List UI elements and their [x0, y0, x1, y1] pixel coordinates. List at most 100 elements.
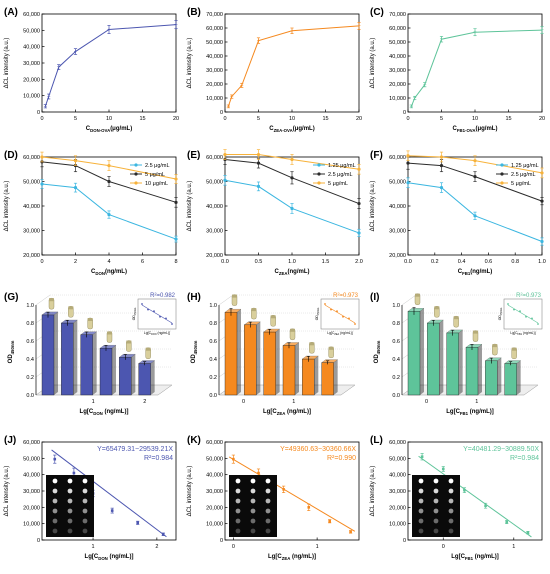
y-tick-label: 60,000 — [206, 26, 223, 32]
panel-I: (I)0.00.20.40.60.81.00 1Lg[CFB1 (ng/mL)]O… — [370, 292, 543, 416]
y-tick-label: 30,000 — [389, 229, 406, 235]
cl-spot — [67, 488, 73, 494]
cl-image — [46, 475, 94, 537]
y-tick-label: 50,000 — [206, 456, 223, 462]
x-axis-label-main: Lg[C — [268, 554, 282, 560]
cl-spot — [67, 498, 73, 504]
y-tick-label: 20,000 — [389, 82, 406, 88]
y-tick-label: 40,000 — [23, 204, 40, 210]
bar — [282, 345, 296, 396]
grid-line — [35, 294, 51, 306]
data-point — [441, 467, 445, 471]
y-tick-label: 0.0 — [392, 393, 400, 399]
fit-equation: Y=40481.29−30889.50X — [463, 446, 539, 453]
data-point: + — [74, 50, 78, 56]
x-axis-label-main: C — [275, 269, 280, 275]
bar-top — [426, 319, 444, 324]
data-point — [357, 231, 361, 235]
x-axis-label-main: Lg[C — [451, 554, 465, 560]
panel-F: (F) 20,000 30,000 40,000 50,000 60,000 0.0 0.2 0… — [370, 150, 546, 276]
r2-label: R²=0.990 — [327, 455, 356, 462]
cl-spot — [448, 508, 454, 514]
x-axis-label-sub: DON-OVA — [90, 128, 110, 133]
tube-cap-icon — [270, 315, 276, 319]
tube-cap-icon — [434, 306, 440, 310]
bar — [485, 360, 498, 396]
data-point — [256, 184, 261, 188]
x-tick-label: 1 — [92, 399, 95, 405]
series-line — [41, 156, 177, 180]
series-line — [44, 24, 177, 107]
y-tick-label: 0 — [37, 110, 40, 116]
y-tick-label: 20,000 — [206, 253, 223, 259]
bar-top — [80, 331, 98, 335]
cl-spot — [418, 528, 424, 534]
cl-spot — [52, 528, 58, 534]
x-axis-label: CZEA-OVA(μg/mL) — [269, 126, 314, 133]
y-tick-label: 50,000 — [23, 456, 40, 462]
cl-spot — [448, 518, 454, 524]
panel-label: (L) — [370, 435, 383, 446]
x-tick-label: 4 — [107, 259, 110, 265]
bar-top — [263, 328, 281, 333]
bar-top — [504, 360, 522, 364]
bar-top — [224, 309, 242, 313]
x-tick-label: 5 — [440, 116, 443, 122]
data-point — [136, 521, 140, 525]
data-point: + — [47, 94, 51, 100]
data-point — [223, 152, 227, 157]
tube-cap-icon — [328, 346, 334, 350]
x-tick-label: 0.8 — [511, 259, 519, 265]
y-tick-label: 60,000 — [206, 155, 223, 161]
cl-spot — [265, 498, 271, 504]
x-axis-label-sub: ZEA — [282, 556, 291, 561]
bar-side — [333, 359, 338, 395]
x-tick-label: 0 — [232, 544, 235, 550]
bar-side — [150, 360, 155, 395]
x-axis-label-sub: ZEA — [279, 271, 288, 276]
bar — [41, 314, 55, 396]
legend-marker — [500, 172, 504, 176]
legend-marker — [134, 181, 138, 185]
y-tick-label: 0.2 — [26, 375, 34, 381]
legend-label: 5 μg/mL — [511, 181, 531, 187]
y-tick-label: 50,000 — [389, 456, 406, 462]
y-tick-label: 0.0 — [209, 393, 217, 399]
cl-spot — [250, 508, 256, 514]
y-tick-label: 10,000 — [206, 522, 223, 528]
x-tick-label: 0 — [442, 544, 445, 550]
x-tick-label: 1 — [316, 544, 319, 550]
cl-spot — [52, 498, 58, 504]
y-tick-label: 0.6 — [26, 339, 34, 345]
y-tick-label: 30,000 — [23, 61, 40, 67]
inset-point — [171, 323, 173, 325]
y-axis-label-sub: 450nm — [193, 341, 198, 355]
x-axis-label-unit: (ng/mL)] — [468, 409, 494, 415]
tube-cap-icon — [48, 298, 54, 302]
inset-point — [519, 310, 521, 313]
x-axis-label-main: Lg[C — [85, 554, 99, 560]
x-tick-label: 1 — [92, 544, 95, 550]
data-point — [53, 457, 57, 461]
x-axis-label-sub: FB1 — [460, 411, 469, 416]
cl-spot — [52, 488, 58, 494]
x-axis-label: Lg[CFB1 (ng/mL)] — [446, 409, 494, 416]
x-axis-label-unit: (ng/mL)] — [290, 554, 316, 560]
y-tick-label: 1.0 — [392, 303, 400, 309]
data-point — [473, 159, 477, 163]
x-tick-label: 2 — [74, 259, 77, 265]
x-tick-label: 0.5 — [255, 259, 263, 265]
x-tick-label: 10 — [289, 116, 295, 122]
data-point: + — [227, 104, 231, 110]
cl-spot — [418, 508, 424, 514]
inset-point — [507, 303, 509, 305]
data-point — [463, 488, 466, 492]
x-axis-label-sub: FB1-OVA — [457, 128, 476, 133]
y-axis-label: ΔCL intensity (a.u.) — [4, 466, 10, 517]
panel-C: (C) 0 10,000 20,000 30,000 40,000 50,000 60,000… — [370, 7, 545, 133]
data-point: + — [44, 104, 48, 110]
y-tick-label: 50,000 — [23, 28, 40, 34]
tube-cap-icon — [68, 306, 74, 310]
data-point — [420, 455, 424, 458]
inset-x-label: Lg[CDON (ng/mL)] — [144, 331, 170, 336]
